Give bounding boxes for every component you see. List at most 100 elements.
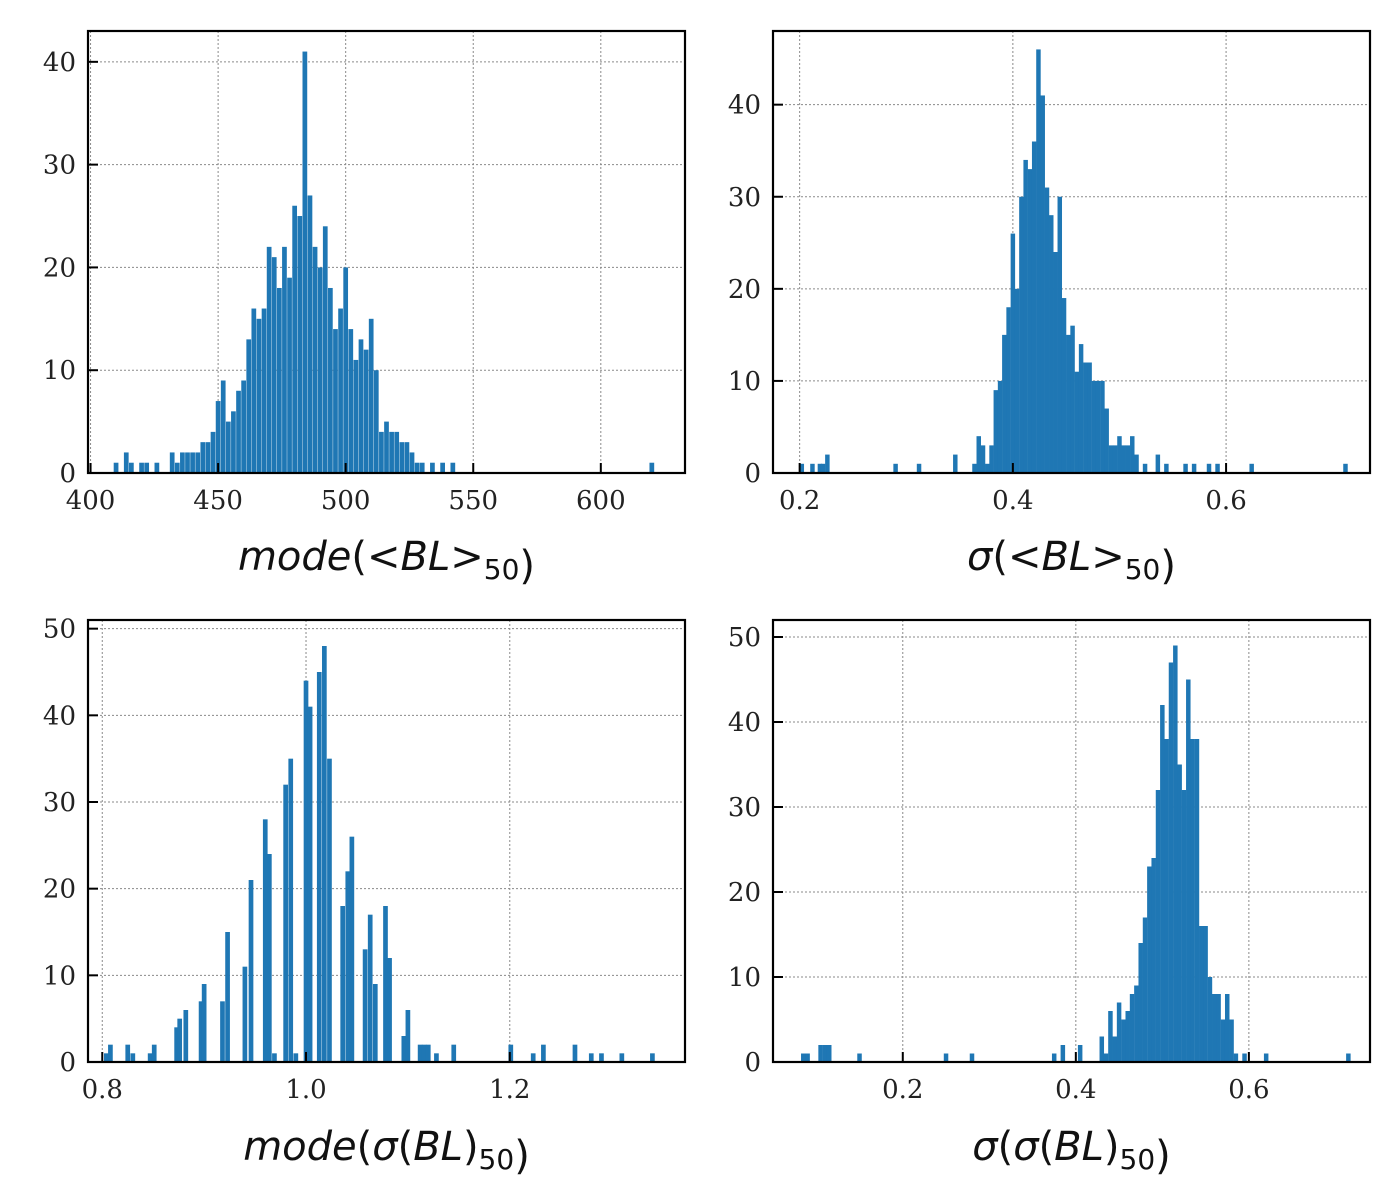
histogram-bar bbox=[650, 1053, 655, 1062]
histogram-bar bbox=[619, 1053, 625, 1062]
histogram-bar bbox=[1155, 454, 1161, 473]
histogram-bar bbox=[805, 1053, 810, 1062]
histogram-bar bbox=[817, 463, 823, 473]
histogram-bar bbox=[225, 421, 231, 473]
histogram-bar bbox=[440, 462, 445, 473]
histogram-bar bbox=[1343, 463, 1348, 473]
histogram-bar bbox=[820, 463, 826, 473]
y-axis-ticks: 0 10 20 30 40 bbox=[728, 91, 783, 489]
histogram-bar bbox=[450, 462, 456, 473]
x-axis-ticks: 400 450 500 550 600 bbox=[66, 463, 626, 516]
histogram-bar bbox=[125, 1044, 131, 1062]
histogram-bar bbox=[373, 370, 379, 473]
histogram-bar bbox=[368, 318, 374, 473]
histogram-bars bbox=[113, 51, 655, 474]
x-tick-label: 1.2 bbox=[489, 1075, 530, 1105]
histogram-bar bbox=[151, 1044, 157, 1062]
x-axis-label: σ(σ(BL)50) bbox=[972, 1124, 1171, 1179]
x-axis-ticks: 0.8 1.0 1.2 bbox=[82, 1052, 530, 1105]
histogram-bar bbox=[108, 1044, 113, 1062]
histogram-bar bbox=[417, 1044, 423, 1062]
histogram-bar bbox=[198, 1001, 204, 1062]
histogram-bar bbox=[1108, 445, 1114, 474]
histogram-bar bbox=[434, 1053, 439, 1062]
histogram-bar bbox=[1224, 994, 1230, 1062]
axes-frame bbox=[86, 29, 687, 475]
y-tick-label: 20 bbox=[728, 275, 761, 305]
histogram-bar bbox=[1215, 463, 1220, 473]
histogram-bar bbox=[200, 442, 206, 473]
histogram-bar bbox=[997, 380, 1003, 473]
histogram-bar bbox=[302, 51, 308, 474]
histogram-bar bbox=[307, 706, 313, 1062]
x-axis-ticks: 0.2 0.4 0.6 bbox=[779, 463, 1247, 516]
histogram-bar bbox=[1100, 380, 1105, 473]
x-tick-label: 1.0 bbox=[285, 1075, 326, 1105]
histogram-bar bbox=[1077, 1045, 1083, 1062]
histogram-bar bbox=[1125, 1011, 1130, 1062]
y-tick-label: 20 bbox=[43, 253, 76, 283]
histogram-bar bbox=[1155, 790, 1161, 1062]
histogram-bar bbox=[916, 463, 922, 473]
histogram-bar bbox=[292, 205, 298, 474]
histogram-bar bbox=[1183, 463, 1188, 473]
histogram-bars bbox=[799, 49, 1348, 474]
histogram-bar bbox=[261, 308, 267, 473]
histogram-bar bbox=[348, 329, 354, 473]
histogram-bar bbox=[103, 1053, 109, 1062]
histogram-bar bbox=[266, 246, 272, 473]
x-tick-label: 0.2 bbox=[779, 486, 820, 516]
y-tick-label: 20 bbox=[43, 875, 76, 905]
histogram-bar bbox=[246, 339, 252, 473]
histogram-bar bbox=[1023, 159, 1028, 474]
histogram-bar bbox=[1229, 1019, 1234, 1062]
histogram-bar bbox=[1031, 141, 1037, 473]
histogram-bar bbox=[1116, 1002, 1122, 1062]
histogram-bar bbox=[508, 1044, 514, 1062]
histogram-bar bbox=[144, 462, 150, 473]
histogram-bar bbox=[425, 1044, 431, 1062]
histogram-bar bbox=[183, 1010, 189, 1062]
histogram-bar bbox=[1002, 334, 1007, 474]
histogram-bar bbox=[1121, 1019, 1126, 1062]
histogram-bar bbox=[147, 1053, 153, 1062]
y-tick-label: 20 bbox=[728, 878, 761, 908]
y-tick-label: 0 bbox=[744, 459, 761, 489]
histogram-bar bbox=[195, 452, 201, 473]
histogram-bar bbox=[649, 462, 655, 473]
x-tick-label: 0.2 bbox=[882, 1075, 923, 1105]
histogram-bar bbox=[419, 462, 425, 473]
histogram-bar bbox=[1233, 1053, 1239, 1062]
histogram-bar bbox=[1191, 463, 1197, 473]
histogram-bar bbox=[976, 436, 981, 473]
histogram-bar bbox=[123, 452, 129, 473]
histogram-bar bbox=[345, 871, 351, 1062]
histogram-bar bbox=[1040, 95, 1045, 474]
histogram-bar bbox=[1014, 288, 1020, 473]
histogram-bar bbox=[363, 349, 369, 473]
histogram-bar bbox=[1151, 858, 1156, 1062]
histogram-bar bbox=[1164, 463, 1169, 473]
histogram-bar bbox=[1074, 371, 1080, 473]
histogram-bar bbox=[1346, 1053, 1351, 1062]
histogram-bar bbox=[129, 462, 134, 473]
histogram-bar bbox=[969, 1053, 975, 1062]
x-tick-label: 400 bbox=[66, 486, 116, 516]
histogram-bar bbox=[799, 463, 805, 473]
histogram-bar bbox=[1051, 1053, 1057, 1062]
histogram-bar bbox=[340, 906, 346, 1062]
histogram-bar bbox=[399, 442, 405, 473]
histogram-bar bbox=[367, 914, 373, 1062]
histogram-panel-top-right: 0.2 0.4 0.6 0 10 20 30 40 σ(<BL>50) bbox=[728, 29, 1372, 589]
axes-frame bbox=[771, 618, 1372, 1064]
histogram-bar bbox=[1138, 943, 1143, 1062]
x-axis-ticks: 0.2 0.4 0.6 bbox=[882, 1052, 1270, 1105]
histogram-bar bbox=[1121, 445, 1126, 474]
histogram-bar bbox=[1036, 49, 1041, 474]
histogram-bar bbox=[287, 277, 292, 473]
histogram-bar bbox=[316, 672, 322, 1062]
histogram-bar bbox=[1099, 1036, 1105, 1062]
histogram-bar bbox=[256, 318, 262, 473]
histogram-bar bbox=[1220, 1019, 1226, 1062]
histogram-bar bbox=[972, 463, 977, 473]
